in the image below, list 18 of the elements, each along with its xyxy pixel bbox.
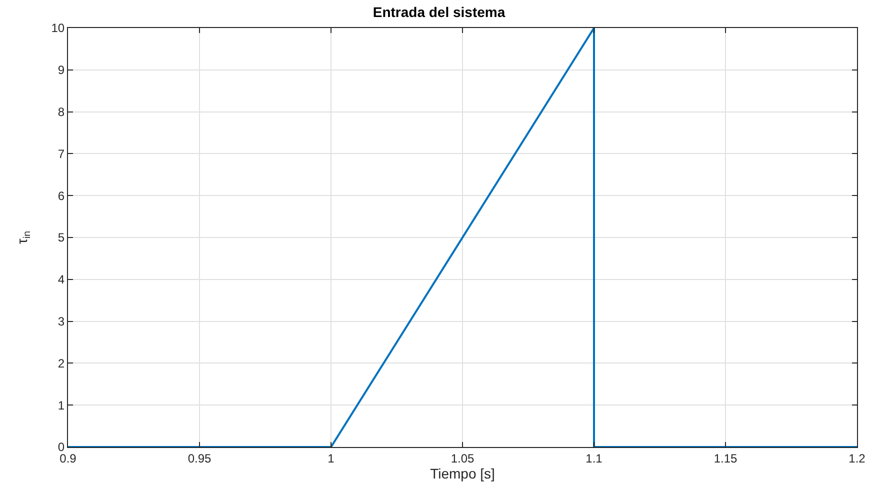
x-tick-label: 0.95 — [188, 451, 212, 466]
y-tick-label: 7 — [58, 146, 65, 161]
y-tick-label: 4 — [58, 272, 65, 287]
y-tick-label: 5 — [58, 230, 65, 245]
y-tick-label: 1 — [58, 398, 65, 412]
x-tick-label: 1.05 — [450, 451, 474, 466]
x-tick-label: 1.1 — [586, 451, 603, 466]
y-tick-label: 9 — [58, 63, 65, 78]
x-tick-label: 1.2 — [848, 451, 866, 466]
x-tick-label: 1.15 — [714, 451, 738, 466]
y-tick-label: 10 — [51, 21, 65, 36]
y-tick-label: 8 — [58, 105, 65, 119]
chart-title: Entrada del sistema — [372, 4, 506, 20]
x-tick-label: 1 — [328, 451, 335, 466]
y-tick-label: 6 — [58, 188, 65, 203]
x-axis-title: Tiempo [s] — [430, 466, 495, 482]
y-tick-label: 2 — [58, 356, 65, 370]
y-tick-label: 3 — [58, 314, 65, 328]
